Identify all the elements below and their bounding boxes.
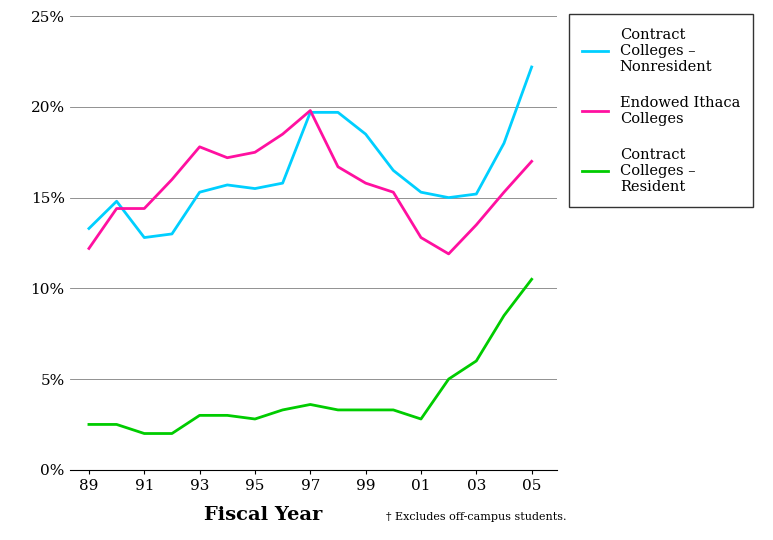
Contract
Colleges –
Nonresident: [250, 185, 260, 192]
Endowed Ithaca
Colleges: [472, 221, 481, 228]
Contract
Colleges –
Resident: [417, 416, 426, 422]
Contract
Colleges –
Nonresident: [444, 194, 453, 201]
Endowed Ithaca
Colleges: [389, 189, 398, 195]
Endowed Ithaca
Colleges: [278, 131, 288, 137]
Contract
Colleges –
Resident: [305, 401, 315, 408]
Contract
Colleges –
Nonresident: [195, 189, 204, 195]
Contract
Colleges –
Resident: [389, 407, 398, 413]
Endowed Ithaca
Colleges: [527, 158, 536, 165]
Contract
Colleges –
Nonresident: [527, 64, 536, 70]
Contract
Colleges –
Nonresident: [389, 167, 398, 174]
Endowed Ithaca
Colleges: [167, 176, 176, 183]
Contract
Colleges –
Nonresident: [278, 180, 288, 186]
Contract
Colleges –
Nonresident: [112, 198, 121, 205]
Contract
Colleges –
Resident: [527, 276, 536, 282]
Contract
Colleges –
Nonresident: [361, 131, 370, 137]
Legend: Contract
Colleges –
Nonresident, Endowed Ithaca
Colleges, Contract
Colleges –
Re: Contract Colleges – Nonresident, Endowed…: [569, 15, 753, 207]
Contract
Colleges –
Nonresident: [499, 140, 509, 146]
Contract
Colleges –
Resident: [472, 357, 481, 364]
Contract
Colleges –
Nonresident: [84, 225, 94, 232]
Contract
Colleges –
Nonresident: [167, 231, 176, 237]
Contract
Colleges –
Resident: [84, 421, 94, 428]
Endowed Ithaca
Colleges: [250, 149, 260, 156]
Line: Contract
Colleges –
Resident: Contract Colleges – Resident: [89, 279, 532, 434]
Endowed Ithaca
Colleges: [223, 154, 232, 161]
Contract
Colleges –
Resident: [195, 412, 204, 418]
Contract
Colleges –
Resident: [223, 412, 232, 418]
Endowed Ithaca
Colleges: [84, 245, 94, 252]
Endowed Ithaca
Colleges: [195, 144, 204, 150]
Contract
Colleges –
Resident: [278, 407, 288, 413]
Contract
Colleges –
Resident: [499, 312, 509, 319]
Text: Fiscal Year: Fiscal Year: [203, 506, 322, 524]
Contract
Colleges –
Resident: [167, 430, 176, 437]
Contract
Colleges –
Nonresident: [305, 109, 315, 116]
Contract
Colleges –
Resident: [333, 407, 342, 413]
Text: † Excludes off-campus students.: † Excludes off-campus students.: [386, 512, 567, 522]
Contract
Colleges –
Resident: [250, 416, 260, 422]
Contract
Colleges –
Nonresident: [223, 181, 232, 188]
Contract
Colleges –
Resident: [112, 421, 121, 428]
Contract
Colleges –
Nonresident: [333, 109, 342, 116]
Line: Contract
Colleges –
Nonresident: Contract Colleges – Nonresident: [89, 67, 532, 238]
Endowed Ithaca
Colleges: [444, 251, 453, 257]
Endowed Ithaca
Colleges: [361, 180, 370, 186]
Contract
Colleges –
Nonresident: [417, 189, 426, 195]
Endowed Ithaca
Colleges: [305, 107, 315, 114]
Contract
Colleges –
Nonresident: [472, 191, 481, 197]
Endowed Ithaca
Colleges: [333, 164, 342, 170]
Endowed Ithaca
Colleges: [112, 205, 121, 212]
Contract
Colleges –
Nonresident: [140, 234, 149, 241]
Endowed Ithaca
Colleges: [417, 234, 426, 241]
Line: Endowed Ithaca
Colleges: Endowed Ithaca Colleges: [89, 111, 532, 254]
Contract
Colleges –
Resident: [140, 430, 149, 437]
Contract
Colleges –
Resident: [444, 376, 453, 382]
Contract
Colleges –
Resident: [361, 407, 370, 413]
Endowed Ithaca
Colleges: [140, 205, 149, 212]
Endowed Ithaca
Colleges: [499, 189, 509, 195]
